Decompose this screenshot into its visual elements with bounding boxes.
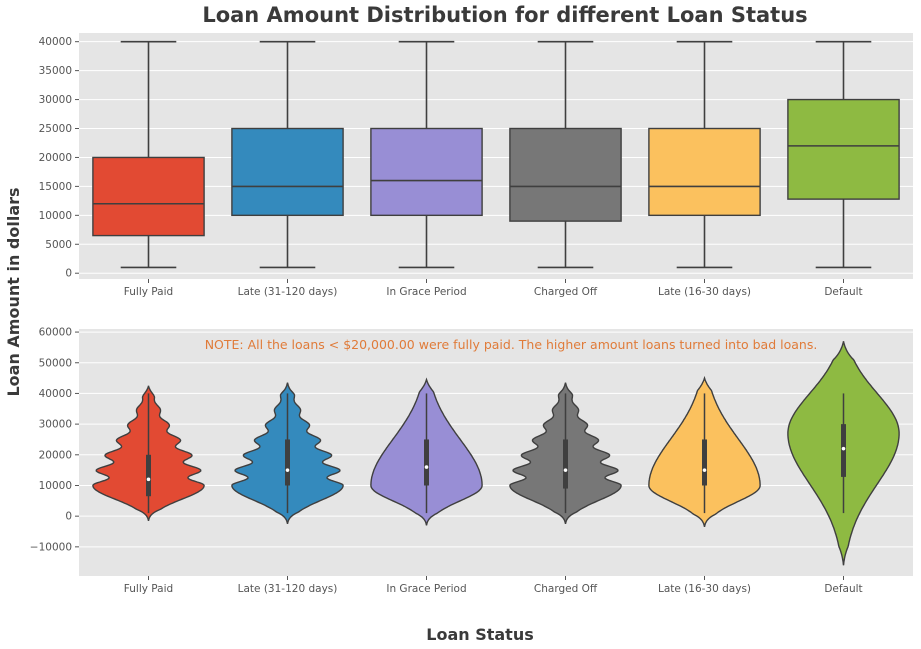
box-plot-area	[79, 33, 913, 279]
box-5	[648, 40, 761, 269]
box-2	[231, 40, 344, 269]
box-4	[509, 40, 622, 269]
violin-x-tick-label: Late (31-120 days)	[238, 583, 338, 595]
violin-median-dot	[563, 468, 568, 472]
box-y-tick-label: 15000	[39, 181, 72, 193]
violin-median-dot	[702, 468, 707, 472]
violin-6	[787, 341, 900, 566]
box-1	[92, 40, 205, 269]
box-x-tick-label: Default	[824, 286, 862, 298]
violin-iqr-bar	[563, 439, 568, 489]
violin-y-tick-label: −10000	[30, 541, 72, 553]
box-x-tick-label: Late (31-120 days)	[238, 286, 338, 298]
violin-y-tick-label: 20000	[39, 449, 72, 461]
box-iqr	[509, 127, 622, 222]
violin-y-tick-label: 30000	[39, 419, 72, 431]
violin-y-tick-label: 10000	[39, 480, 72, 492]
violin-plot-area	[79, 329, 913, 576]
violin-median-dot	[146, 477, 151, 482]
box-iqr	[370, 127, 483, 217]
box-y-tick-label: 25000	[39, 123, 72, 135]
violin-iqr-bar	[702, 439, 707, 486]
violin-x-tick-label: Fully Paid	[124, 583, 173, 595]
violin-5	[648, 375, 761, 528]
violin-median-dot	[841, 446, 846, 451]
box-6	[787, 40, 900, 269]
box-3	[370, 40, 483, 269]
box-x-tick-label: In Grace Period	[386, 286, 466, 298]
violin-iqr-bar	[146, 454, 151, 497]
figure-title: Loan Amount Distribution for different L…	[202, 3, 807, 27]
box-iqr	[787, 98, 900, 200]
box-y-tick-label: 0	[65, 268, 72, 280]
violin-plot-panel: −10000 0 10000 20000 30000 40000 50000 60000 Ful…	[30, 327, 913, 595]
violin-x-tick-label: In Grace Period	[386, 583, 466, 595]
violin-y-tick-label: 50000	[39, 357, 72, 369]
violin-4	[509, 382, 622, 524]
box-x-tick-label: Late (16-30 days)	[658, 286, 751, 298]
violin-y-tick-label: 60000	[39, 327, 72, 339]
box-y-tick-label: 20000	[39, 152, 72, 164]
box-x-tick-label: Fully Paid	[124, 286, 173, 298]
box-iqr	[231, 127, 344, 217]
box-y-tick-label: 30000	[39, 94, 72, 106]
violin-3	[370, 377, 483, 526]
violin-2	[231, 382, 344, 524]
violin-median-dot	[424, 465, 429, 469]
box-y-tick-label: 10000	[39, 210, 72, 222]
violin-iqr-bar	[285, 439, 290, 486]
box-iqr	[648, 127, 761, 217]
violin-iqr-bar	[424, 439, 429, 486]
violin-x-tick-label: Charged Off	[534, 583, 598, 595]
violin-x-tick-label: Default	[824, 583, 862, 595]
violin-1	[92, 385, 205, 521]
violin-y-tick-label: 0	[65, 511, 72, 523]
box-plot-panel: 0 5000 10000 15000 20000 25000 30000 35000 40000…	[39, 33, 913, 298]
x-axis-label: Loan Status	[426, 625, 533, 644]
box-y-tick-label: 40000	[39, 36, 72, 48]
box-y-tick-label: 35000	[39, 65, 72, 77]
violin-y-tick-label: 40000	[39, 388, 72, 400]
violin-x-tick-label: Late (16-30 days)	[658, 583, 751, 595]
violin-iqr-bar	[841, 424, 846, 477]
note-annotation: NOTE: All the loans < $20,000.00 were fu…	[205, 337, 818, 352]
box-iqr	[92, 156, 205, 237]
box-x-tick-label: Charged Off	[534, 286, 598, 298]
box-y-tick-label: 5000	[45, 239, 72, 251]
y-axis-label: Loan Amount in dollars	[4, 187, 23, 396]
violin-median-dot	[285, 468, 290, 472]
